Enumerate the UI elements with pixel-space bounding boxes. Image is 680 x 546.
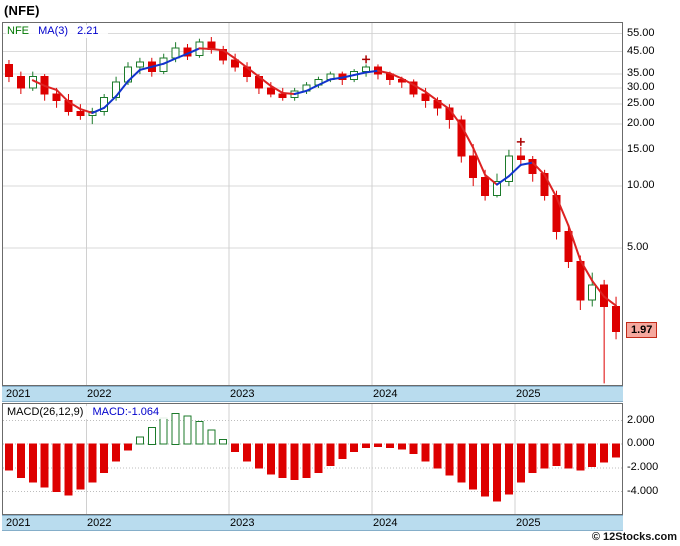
price-gridlines [3,23,622,385]
macd-gridlines [3,404,622,514]
price-tick-label: 35.00 [627,67,655,79]
price-tick-label: 10.00 [627,179,655,191]
price-chart [3,23,622,385]
year-label: 2021 [6,388,31,400]
symbol-title: (NFE) [4,3,40,18]
price-tick-label: 30.00 [627,81,655,93]
macd-tick-label: -4.000 [627,485,659,497]
price-y-axis: 55.00 45.00 35.00 30.00 25.00 20.00 15.00 10.00… [627,22,679,386]
year-label: 2022 [87,517,112,529]
year-label: 2023 [230,517,255,529]
price-tick-label: 55.00 [627,27,655,39]
price-legend: NFE MA(3) 2.21 [6,25,108,38]
copyright-link[interactable]: © 12Stocks.com [591,531,677,543]
year-label: 2024 [373,517,398,529]
year-label: 2021 [6,517,31,529]
price-tick-label: 25.00 [627,97,655,109]
macd-tick-label: -2.000 [627,461,659,473]
macd-date-axis: 2021 2022 2023 2024 2025 [2,515,623,531]
price-date-axis: 2021 2022 2023 2024 2025 [2,386,623,402]
price-panel: NFE MA(3) 2.21 [2,22,623,386]
macd-y-axis: 2.000 0.000 -2.000 -4.000 [627,403,679,515]
price-tick-label: 5.00 [627,241,649,253]
macd-panel: MACD(26,12,9) MACD:-1.064 [2,403,623,515]
legend-macd-label: MACD(26,12,9) [7,406,84,418]
year-label: 2022 [87,388,112,400]
price-tick-label: 45.00 [627,45,655,57]
year-label: 2023 [230,388,255,400]
macd-legend: MACD(26,12,9) MACD:-1.064 [6,406,169,419]
legend-symbol: NFE [7,25,29,37]
legend-macd-value: MACD:-1.064 [92,406,160,418]
last-price-tag: 1.97 [626,322,658,338]
price-tick-label: 15.00 [627,143,655,155]
legend-ma-label: MA(3) [38,25,69,37]
macd-bars [5,413,620,502]
peak-markers [362,55,525,146]
price-tick-label: 20.00 [627,117,655,129]
macd-chart [3,404,622,514]
year-label: 2025 [516,517,541,529]
macd-tick-label: 0.000 [627,437,655,449]
year-label: 2024 [373,388,398,400]
year-label: 2025 [516,388,541,400]
macd-tick-label: 2.000 [627,414,655,426]
ma3-line [31,47,617,307]
legend-ma-value: 2.21 [77,25,99,37]
